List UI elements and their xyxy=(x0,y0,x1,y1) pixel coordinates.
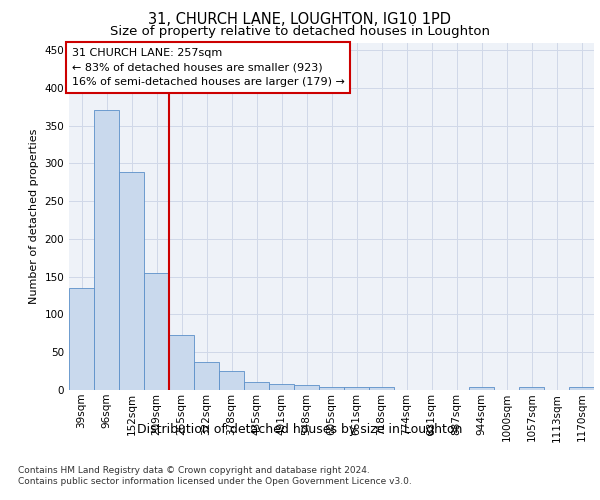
Text: 31, CHURCH LANE, LOUGHTON, IG10 1PD: 31, CHURCH LANE, LOUGHTON, IG10 1PD xyxy=(149,12,452,28)
Bar xyxy=(269,384,294,390)
Bar xyxy=(519,387,544,390)
Bar xyxy=(344,387,369,390)
Text: Distribution of detached houses by size in Loughton: Distribution of detached houses by size … xyxy=(137,422,463,436)
Bar xyxy=(194,362,219,390)
Bar xyxy=(219,371,244,390)
Text: Size of property relative to detached houses in Loughton: Size of property relative to detached ho… xyxy=(110,25,490,38)
Bar xyxy=(94,110,119,390)
Text: 31 CHURCH LANE: 257sqm
← 83% of detached houses are smaller (923)
16% of semi-de: 31 CHURCH LANE: 257sqm ← 83% of detached… xyxy=(71,48,344,88)
Bar xyxy=(319,387,344,390)
Bar xyxy=(169,335,194,390)
Text: Contains HM Land Registry data © Crown copyright and database right 2024.: Contains HM Land Registry data © Crown c… xyxy=(18,466,370,475)
Bar xyxy=(469,387,494,390)
Bar xyxy=(569,387,594,390)
Bar xyxy=(69,288,94,390)
Bar xyxy=(119,172,144,390)
Bar xyxy=(294,386,319,390)
Bar xyxy=(369,387,394,390)
Bar xyxy=(144,273,169,390)
Bar xyxy=(244,382,269,390)
Text: Contains public sector information licensed under the Open Government Licence v3: Contains public sector information licen… xyxy=(18,478,412,486)
Y-axis label: Number of detached properties: Number of detached properties xyxy=(29,128,39,304)
